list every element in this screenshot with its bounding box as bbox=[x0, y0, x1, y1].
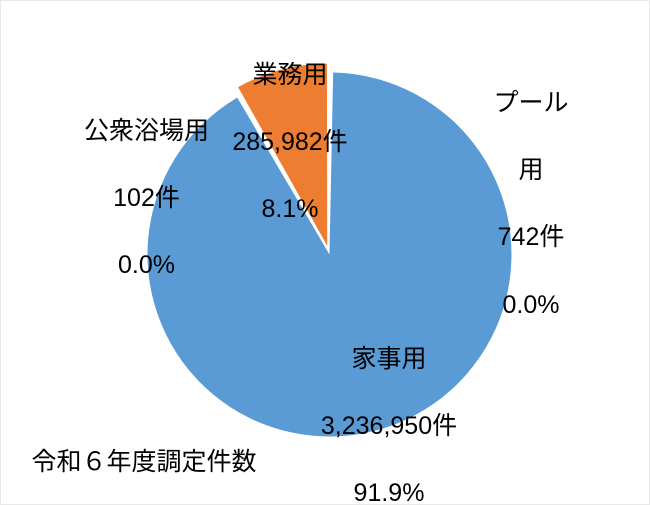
pie-slice-kaji[interactable] bbox=[147, 72, 512, 437]
data-label-gyomu-name: 業務用 bbox=[252, 60, 328, 89]
data-label-koshu-value: 102件 bbox=[113, 184, 180, 212]
data-label-koshu-percent: 0.0% bbox=[118, 251, 175, 280]
data-label-koshu-name: 公衆浴場用 bbox=[83, 116, 209, 145]
data-label-pool: プール 用 742件 0.0% bbox=[456, 51, 606, 358]
data-label-gyomu: 業務用 285,982件 8.1% bbox=[190, 23, 390, 263]
data-label-kaji-name: 家事用 bbox=[351, 344, 427, 373]
total-caption: 令和６年度調定件数 3,523,776件（100%） bbox=[9, 409, 279, 504]
data-label-pool-value: 742件 bbox=[497, 223, 565, 252]
data-label-gyomu-percent: 8.1% bbox=[261, 195, 319, 224]
data-label-koshu: 公衆浴場用 102件 0.0% bbox=[59, 79, 234, 319]
data-label-kaji-value: 3,236,950件 bbox=[320, 412, 458, 440]
data-label-gyomu-value: 285,982件 bbox=[232, 128, 348, 156]
data-label-kaji-percent: 91.9% bbox=[353, 479, 425, 505]
data-label-pool-name-line1: プール bbox=[493, 88, 569, 117]
data-label-pool-name-line2: 用 bbox=[518, 156, 544, 184]
data-label-pool-percent: 0.0% bbox=[502, 290, 560, 319]
pie-slice-gyomu[interactable] bbox=[238, 63, 328, 246]
data-label-kaji: 家事用 3,236,950件 91.9% bbox=[269, 307, 509, 505]
total-caption-title: 令和６年度調定件数 bbox=[31, 448, 257, 477]
